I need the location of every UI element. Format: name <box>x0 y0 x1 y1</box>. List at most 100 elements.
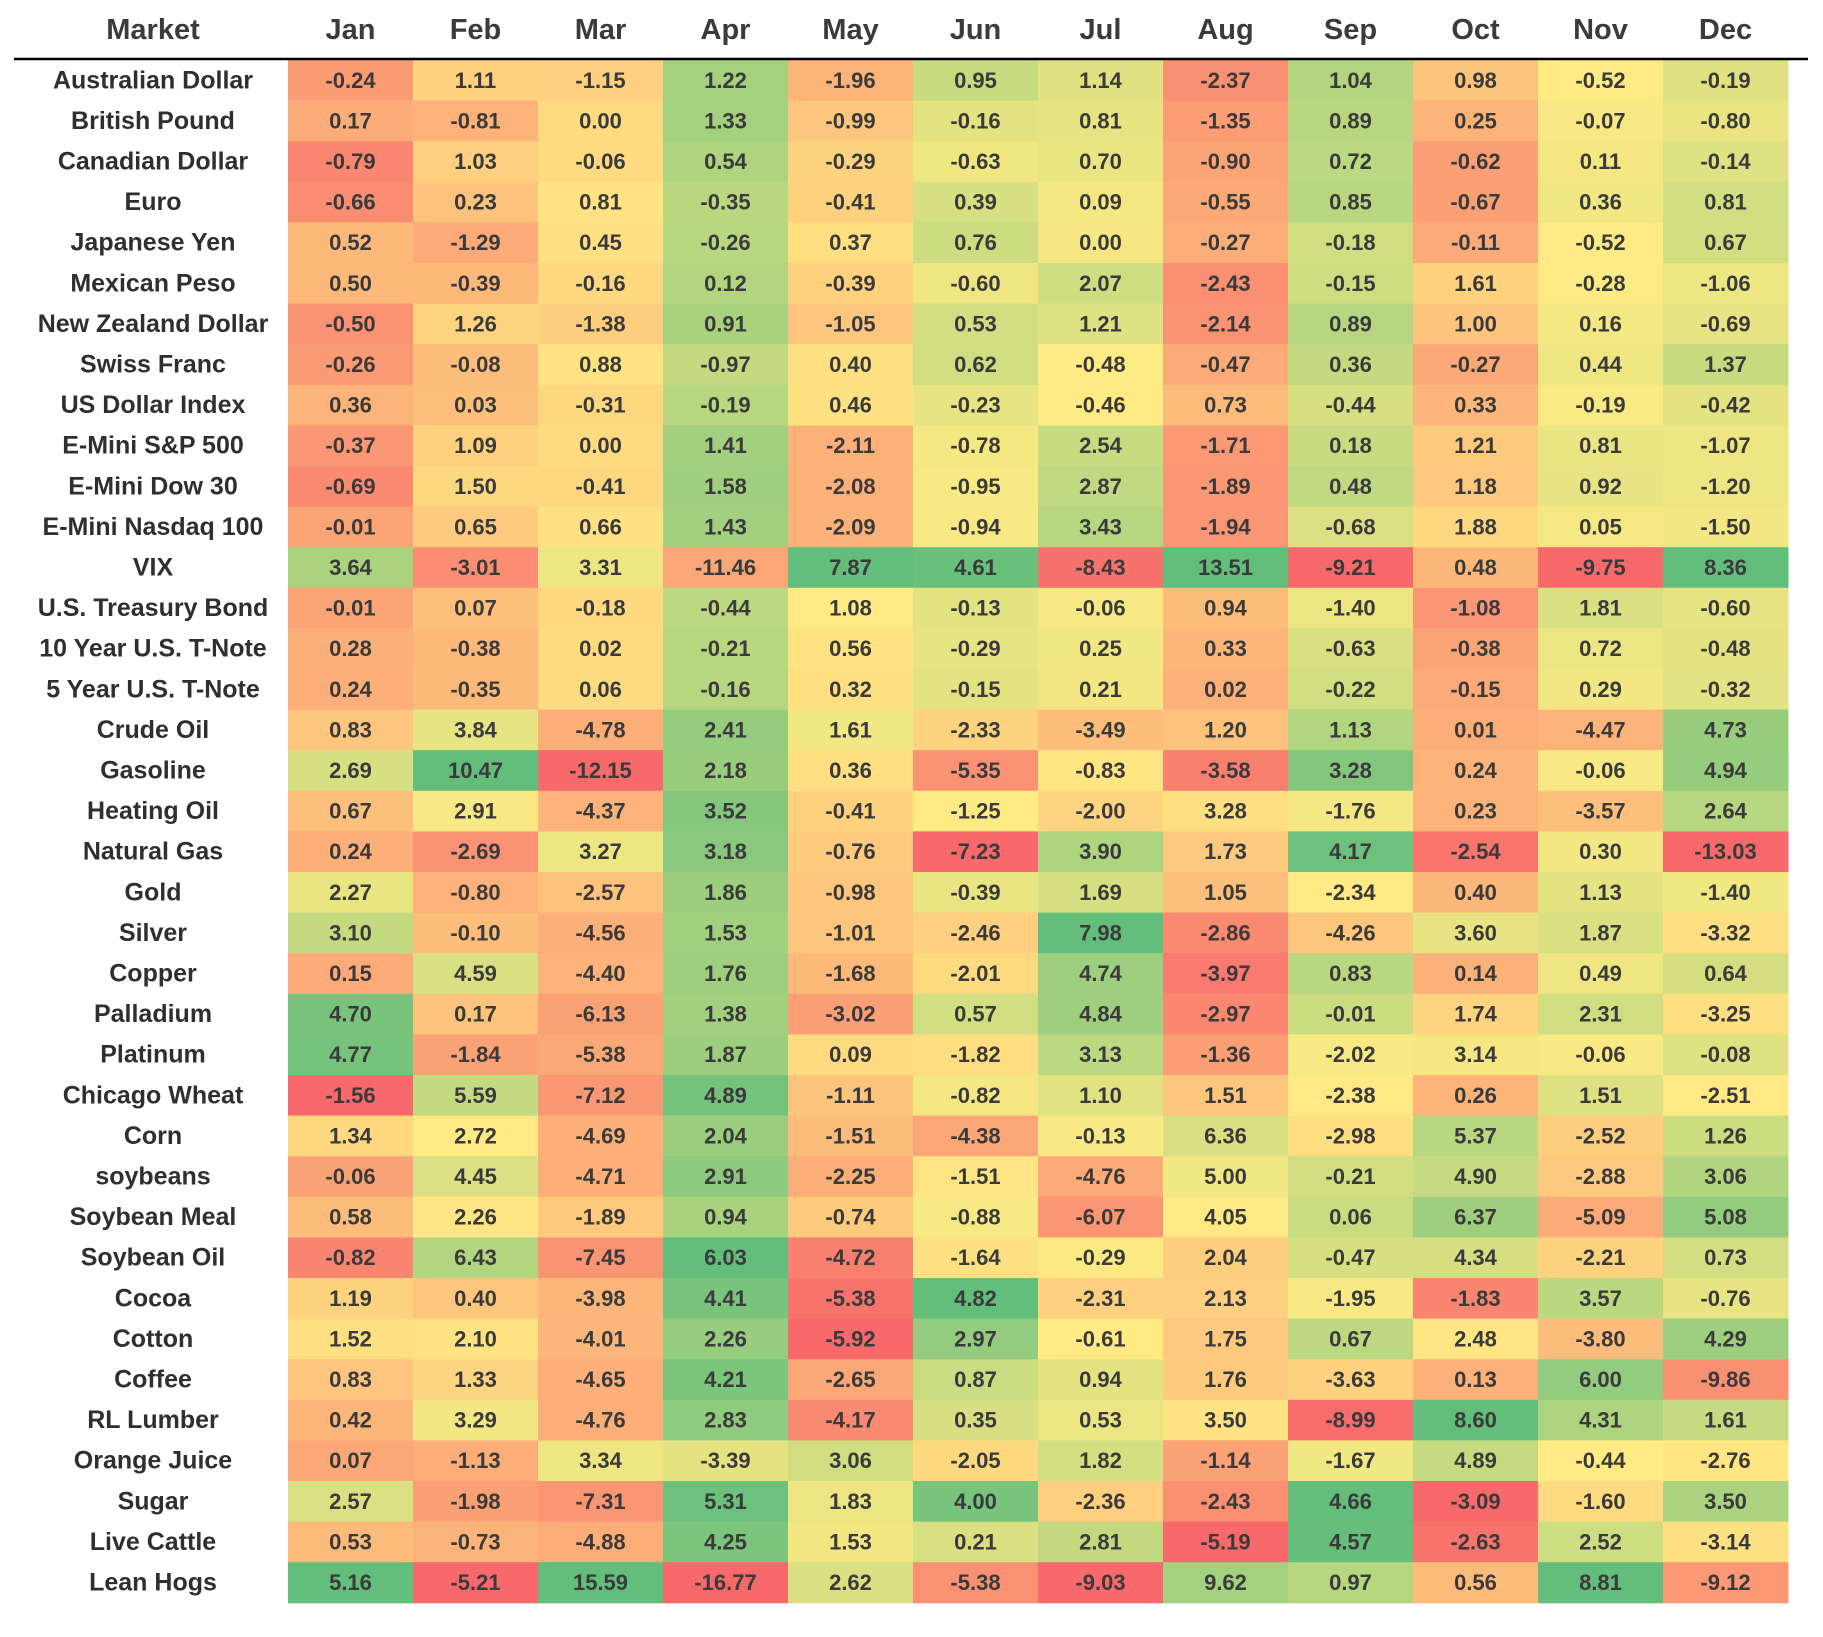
cell-value: -0.37 <box>325 433 375 458</box>
heatmap-cell <box>1288 60 1414 102</box>
heatmap-cell <box>663 1399 789 1441</box>
column-header-jan: Jan <box>326 14 376 46</box>
heatmap-cell <box>1413 222 1539 264</box>
heatmap-cell <box>1163 303 1289 345</box>
heatmap-cell <box>288 750 414 792</box>
cell-value: 0.14 <box>1454 961 1498 986</box>
heatmap-cell <box>1163 344 1289 386</box>
cell-value: -1.38 <box>575 311 625 336</box>
cell-value: -0.32 <box>1700 677 1750 702</box>
heatmap-cell <box>663 1440 789 1482</box>
cell-value: 0.00 <box>579 108 622 133</box>
heatmap-cell <box>788 628 914 670</box>
cell-value: -2.36 <box>1075 1489 1125 1514</box>
heatmap-cell <box>913 1440 1039 1482</box>
heatmap-cell <box>1038 466 1164 508</box>
heatmap-cell <box>1163 506 1289 548</box>
cell-value: 8.81 <box>1579 1570 1622 1595</box>
heatmap-cell <box>663 872 789 914</box>
heatmap-cell <box>413 60 539 102</box>
heatmap-cell <box>788 1156 914 1198</box>
cell-value: 1.41 <box>704 433 747 458</box>
cell-value: -2.63 <box>1450 1529 1500 1554</box>
cell-value: 2.07 <box>1079 271 1122 296</box>
cell-value: -7.45 <box>575 1245 625 1270</box>
cell-value: 4.29 <box>1704 1326 1747 1351</box>
cell-value: -1.11 <box>826 1083 875 1108</box>
cell-value: -0.48 <box>1700 636 1750 661</box>
cell-value: 2.04 <box>704 1123 748 1148</box>
column-header-nov: Nov <box>1573 14 1628 46</box>
heatmap-cell <box>538 60 664 102</box>
cell-value: 4.31 <box>1579 1408 1622 1433</box>
heatmap-cell <box>538 587 664 629</box>
cell-value: 0.18 <box>1329 433 1372 458</box>
heatmap-cell <box>1413 1034 1539 1076</box>
heatmap-cell <box>1413 303 1539 345</box>
cell-value: 3.34 <box>579 1448 623 1473</box>
cell-value: 1.69 <box>1079 880 1122 905</box>
cell-value: 4.94 <box>1704 758 1748 783</box>
cell-value: 0.50 <box>329 271 372 296</box>
cell-value: 1.76 <box>704 961 747 986</box>
heatmap-cell <box>1538 425 1664 467</box>
heatmap-cell <box>1538 222 1664 264</box>
cell-value: 0.00 <box>579 433 622 458</box>
cell-value: 2.31 <box>1579 1002 1622 1027</box>
cell-value: 2.27 <box>329 880 372 905</box>
cell-value: 0.23 <box>1454 799 1497 824</box>
heatmap-cell <box>913 1196 1039 1238</box>
heatmap-cell <box>1288 141 1414 183</box>
heatmap-cell <box>788 587 914 629</box>
cell-value: 0.81 <box>579 190 622 215</box>
heatmap-cell <box>788 1521 914 1563</box>
cell-value: 0.94 <box>1079 1367 1123 1392</box>
heatmap-cell <box>538 953 664 995</box>
heatmap-cell <box>1163 1440 1289 1482</box>
heatmap-cell <box>1413 872 1539 914</box>
cell-value: 0.72 <box>1579 636 1622 661</box>
heatmap-cell <box>413 506 539 548</box>
cell-value: -3.32 <box>1700 920 1750 945</box>
cell-value: -2.00 <box>1075 799 1125 824</box>
heatmap-cell <box>1413 263 1539 305</box>
cell-value: 2.04 <box>1204 1245 1248 1270</box>
heatmap-cell <box>413 1359 539 1401</box>
heatmap-cell <box>913 384 1039 426</box>
heatmap-cell <box>413 100 539 142</box>
cell-value: 3.10 <box>329 920 372 945</box>
cell-value: 1.00 <box>1454 311 1497 336</box>
heatmap-cell <box>538 1399 664 1441</box>
cell-value: 4.34 <box>1454 1245 1498 1270</box>
cell-value: -4.37 <box>575 799 625 824</box>
column-header-apr: Apr <box>701 14 751 46</box>
cell-value: -0.06 <box>1575 758 1625 783</box>
heatmap-cell <box>1288 384 1414 426</box>
cell-value: 3.43 <box>1079 514 1122 539</box>
heatmap-cell <box>288 709 414 751</box>
cell-value: 15.59 <box>573 1570 628 1595</box>
heatmap-cell <box>788 100 914 142</box>
heatmap-cell <box>1663 1359 1789 1401</box>
heatmap-cell <box>538 466 664 508</box>
cell-value: -4.76 <box>1075 1164 1125 1189</box>
heatmap-cell <box>538 1359 664 1401</box>
cell-value: -7.31 <box>575 1489 625 1514</box>
heatmap-cell <box>663 1481 789 1523</box>
cell-value: -2.76 <box>1700 1448 1750 1473</box>
heatmap-cell <box>1663 872 1789 914</box>
heatmap-cell <box>1288 1359 1414 1401</box>
heatmap-cell <box>663 222 789 264</box>
cell-value: 1.11 <box>455 68 497 93</box>
heatmap-cell <box>1288 750 1414 792</box>
cell-value: -0.60 <box>950 271 1000 296</box>
cell-value: -0.06 <box>1075 596 1125 621</box>
cell-value: 3.57 <box>1579 1286 1622 1311</box>
heatmap-cell <box>1663 466 1789 508</box>
heatmap-cell <box>1163 1278 1289 1320</box>
cell-value: 8.36 <box>1704 555 1747 580</box>
cell-value: 4.45 <box>454 1164 497 1189</box>
cell-value: -3.57 <box>1575 799 1625 824</box>
cell-value: -0.90 <box>1200 149 1250 174</box>
cell-value: 4.17 <box>1329 839 1372 864</box>
